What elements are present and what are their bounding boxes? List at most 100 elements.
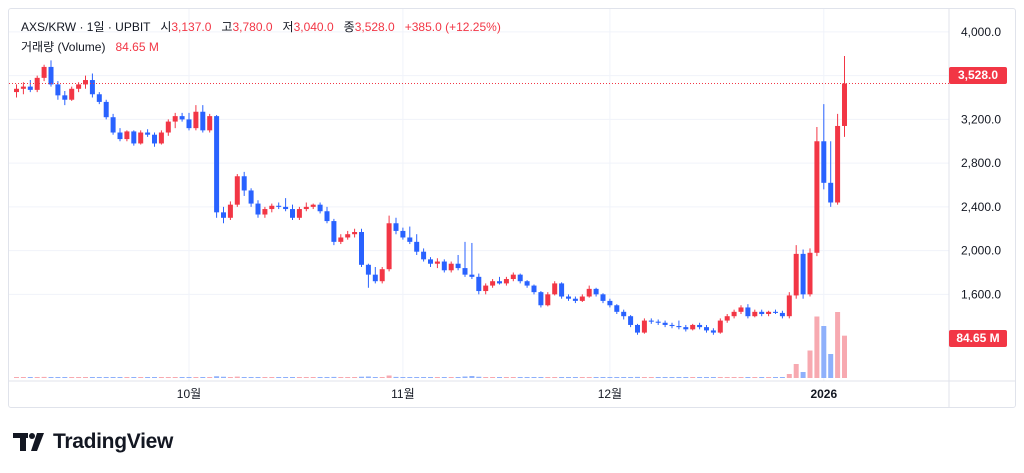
candle-body [503, 279, 509, 284]
volume-bar [69, 377, 75, 378]
volume-bars [14, 312, 847, 378]
change-value: +385.0 (+12.25%) [404, 20, 501, 34]
low-value: 3,040.0 [293, 20, 334, 34]
volume-bar [503, 377, 509, 378]
candle-body [290, 209, 295, 218]
open-value: 3,137.0 [171, 20, 212, 34]
volume-bar [214, 376, 220, 378]
volume-bar [241, 377, 247, 378]
candle-body [138, 132, 144, 144]
candle-body [842, 83, 847, 126]
candle-body [117, 132, 123, 140]
volume-bar [724, 377, 730, 378]
volume-bar [27, 377, 33, 378]
candle-body [766, 311, 772, 315]
volume-bar [545, 377, 551, 378]
volume-bar [517, 377, 523, 378]
candle-body [490, 281, 496, 286]
candle-body [690, 324, 696, 330]
volume-bar [572, 377, 578, 378]
volume-bar [793, 364, 799, 378]
volume-bar [607, 377, 613, 378]
volume-bar [752, 377, 758, 378]
tradingview-wordmark: TradingView [53, 430, 174, 453]
candle-body [448, 263, 454, 271]
volume-bar [14, 377, 19, 378]
volume-bar [697, 377, 703, 378]
candle-body [55, 84, 61, 96]
volume-bar [296, 377, 302, 378]
open-label: 시 [160, 20, 172, 34]
candle-body [386, 223, 392, 270]
volume-bar [434, 377, 440, 378]
y-tick-label: 3,200.0 [961, 112, 1001, 126]
candle-body [407, 237, 413, 242]
candle-body [621, 311, 627, 317]
candle-body [800, 253, 806, 295]
chart-panel[interactable]: 1,600.02,000.02,400.02,800.03,200.03,600… [8, 8, 1016, 408]
candlestick-chart[interactable]: 1,600.02,000.02,400.02,800.03,200.03,600… [9, 9, 1016, 408]
candle-body [579, 296, 585, 301]
y-tick-label: 2,800.0 [961, 156, 1001, 170]
volume-bar [628, 377, 634, 378]
candle-body [400, 230, 406, 238]
volume-bar [207, 377, 213, 378]
candle-body [27, 86, 33, 90]
candle-body [552, 283, 558, 295]
volume-bar [807, 350, 813, 378]
volume-bar [34, 377, 40, 378]
candle-body [207, 116, 213, 131]
volume-bar [676, 377, 682, 378]
candle-body [331, 221, 337, 242]
candle-body [441, 261, 447, 271]
tradingview-logo[interactable]: TradingView [13, 430, 173, 454]
volume-bar [359, 376, 364, 378]
volume-bar [441, 377, 447, 378]
volume-bar [731, 377, 737, 378]
volume-bar [96, 377, 102, 378]
volume-bar [448, 377, 454, 378]
volume-bar [269, 377, 275, 378]
low-label: 저 [282, 20, 294, 34]
y-tick-label: 2,400.0 [961, 200, 1001, 214]
candle-body [421, 251, 427, 260]
volume-bar [138, 377, 144, 378]
candle-body [372, 274, 378, 282]
candle-body [545, 294, 551, 306]
candle-body [600, 294, 606, 301]
volume-bar [303, 377, 309, 378]
y-tick-label: 4,000.0 [961, 25, 1001, 39]
volume-label: 거래량 (Volume) [21, 40, 106, 54]
candle-body [359, 232, 364, 265]
volume-bar [641, 377, 647, 378]
volume-bar [152, 377, 157, 378]
volume-bar [455, 377, 461, 378]
volume-bar [234, 376, 240, 378]
volume-bar [262, 377, 268, 378]
volume-bar [290, 377, 295, 378]
volume-bar [635, 376, 640, 378]
candle-body [165, 121, 171, 133]
volume-bar [365, 376, 371, 378]
candle-body [614, 305, 620, 312]
volume-bar [145, 377, 151, 378]
candle-body [428, 259, 433, 264]
candle-body [83, 80, 88, 85]
volume-bar [497, 377, 502, 378]
y-tick-label: 1,600.0 [961, 287, 1001, 301]
candle-body [283, 206, 289, 210]
candle-body [531, 285, 537, 293]
volume-bar [586, 377, 592, 378]
volume-bar [786, 374, 792, 378]
candle-body [248, 190, 254, 204]
volume-bar [738, 377, 744, 378]
volume-bar [717, 377, 723, 378]
volume-bar [559, 377, 565, 378]
volume-bar [221, 376, 226, 378]
volume-legend: 거래량 (Volume) 84.65 M [21, 38, 159, 55]
volume-bar [538, 377, 544, 378]
volume-bar [704, 377, 709, 378]
volume-bar [614, 377, 620, 378]
candle-body [828, 182, 834, 203]
volume-bar [490, 377, 496, 378]
